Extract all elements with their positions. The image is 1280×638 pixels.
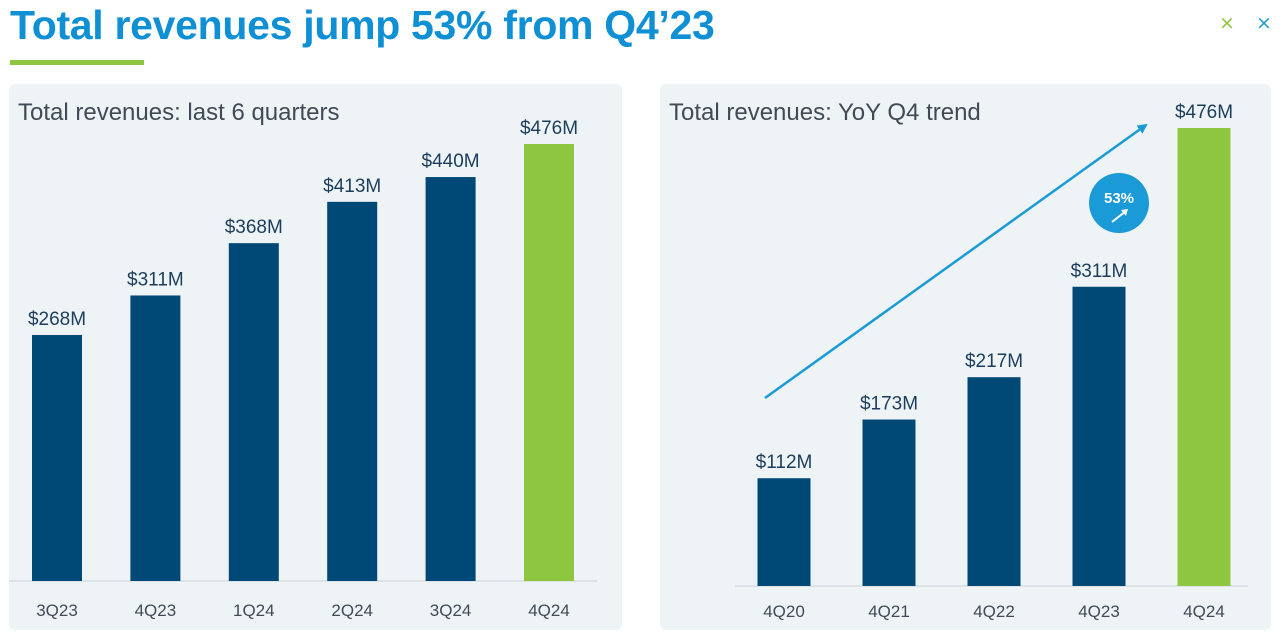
yoy-bar-4q22 [967,377,1021,586]
quarterly-chart-title: Total revenues: last 6 quarters [18,99,340,126]
quarterly-revenue-chart: $268M 3Q23 $311M 4Q23 $368M 1Q24 $413M 2Q24 $440… [9,118,597,620]
yoy-value-label-4q21: $173M [860,394,918,415]
title-underline [10,60,144,65]
yoy-tick-4q22: 4Q22 [973,602,1015,621]
yoy-chart-title: Total revenues: YoY Q4 trend [669,99,981,126]
quarterly-value-label-4q23: $311M [127,269,184,290]
quarterly-tick-3q24: 3Q24 [430,601,472,620]
quarterly-bar-4q24 [524,144,574,581]
yoy-tick-4q20: 4Q20 [763,602,805,621]
quarterly-tick-2q24: 2Q24 [331,601,373,620]
quarterly-tick-1q24: 1Q24 [233,601,275,620]
yoy-value-label-4q20: $112M [756,452,813,473]
quarterly-bar-4q23 [130,295,181,581]
yoy-tick-4q23: 4Q23 [1078,602,1120,621]
yoy-bar-4q23 [1072,286,1126,586]
quarterly-revenue-panel: Total revenues: last 6 quarters $268M 3Q2… [9,84,622,630]
yoy-tick-4q21: 4Q21 [868,602,910,621]
growth-badge [1089,173,1149,233]
quarterly-bar-3q23 [32,334,82,581]
yoy-bar-4q24 [1177,128,1231,586]
quarterly-value-label-3q24: $440M [422,151,480,172]
quarterly-bar-1q24 [228,243,279,582]
trend-arrow [764,123,1148,400]
quarterly-value-label-2q24: $413M [323,176,381,197]
yoy-value-label-4q24: $476M [1175,102,1233,123]
quarterly-tick-4q23: 4Q23 [135,601,177,620]
yoy-bar-4q21 [862,419,916,586]
page-title: Total revenues jump 53% from Q4’23 [10,2,715,48]
quarterly-bar-2q24 [327,201,378,581]
growth-up-arrow-head-icon [1121,209,1128,216]
quarterly-value-label-4q24: $476M [520,118,578,139]
quarterly-value-label-3q23: $268M [28,309,86,330]
yoy-bar-4q20 [757,478,811,586]
yoy-revenue-panel: Total revenues: YoY Q4 trend $112M 4Q20 $1… [660,84,1271,630]
yoy-value-label-4q22: $217M [965,351,1023,372]
yoy-tick-4q24: 4Q24 [1183,602,1225,621]
blue-x-icon: × [1256,12,1272,34]
green-x-icon: × [1219,12,1235,34]
quarterly-value-label-1q24: $368M [225,217,283,238]
quarterly-tick-3q23: 3Q23 [36,601,78,620]
yoy-value-label-4q23: $311M [1071,261,1128,282]
growth-badge-text: 53% [1104,190,1134,207]
quarterly-tick-4q24: 4Q24 [528,601,570,620]
yoy-revenue-chart: $112M 4Q20 $173M 4Q21 $217M 4Q22 $311M 4Q23 $476… [735,102,1248,621]
quarterly-bar-3q24 [425,177,476,581]
